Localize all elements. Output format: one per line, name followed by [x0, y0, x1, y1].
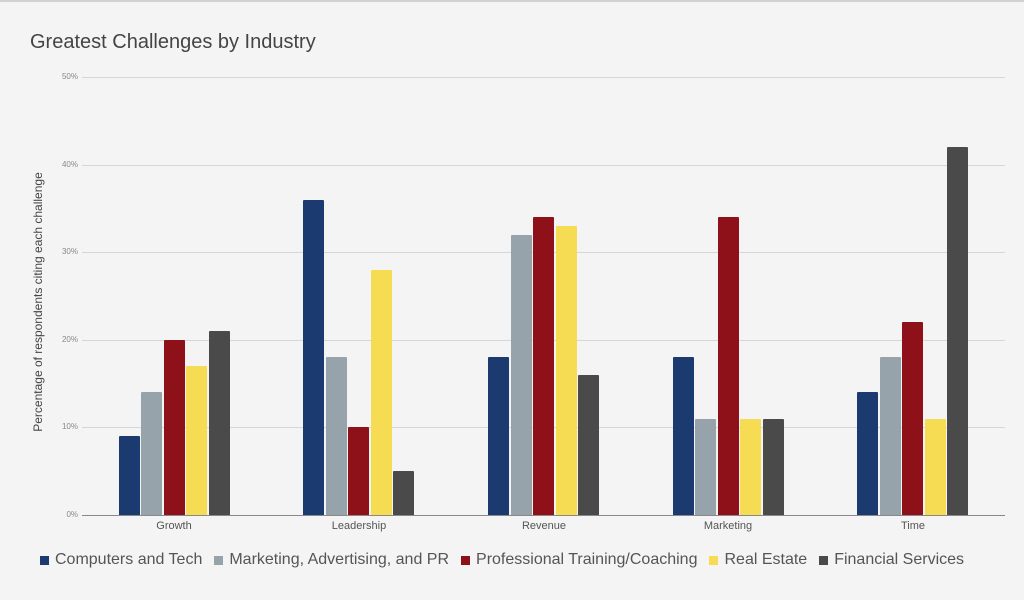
chart-title: Greatest Challenges by Industry — [30, 31, 316, 53]
legend-label: Professional Training/Coaching — [476, 551, 698, 568]
bar[interactable] — [902, 322, 923, 515]
legend-item[interactable]: Real Estate — [709, 551, 807, 569]
bar[interactable] — [488, 357, 509, 515]
bar[interactable] — [925, 419, 946, 515]
y-tick-label: 0% — [66, 510, 78, 519]
bar[interactable] — [348, 427, 369, 515]
y-tick-label: 40% — [61, 160, 78, 169]
legend-swatch-icon — [461, 555, 471, 565]
bar[interactable] — [880, 357, 901, 515]
gridline — [82, 165, 1005, 166]
bar[interactable] — [763, 419, 784, 515]
y-axis-label: Percentage of respondents citing each ch… — [31, 172, 45, 432]
bar[interactable] — [119, 436, 140, 515]
bar[interactable] — [740, 419, 761, 515]
bar[interactable] — [857, 392, 878, 515]
bar[interactable] — [303, 200, 324, 515]
legend-swatch-icon — [819, 555, 829, 565]
bar[interactable] — [326, 357, 347, 515]
legend-label: Marketing, Advertising, and PR — [229, 551, 450, 568]
legend-item[interactable]: Marketing, Advertising, and PR — [214, 551, 449, 569]
gridline — [82, 77, 1005, 78]
bar[interactable] — [718, 217, 739, 515]
bar[interactable] — [393, 471, 414, 515]
gridline — [82, 515, 1005, 516]
bar[interactable] — [141, 392, 162, 515]
legend-swatch-icon — [40, 555, 49, 565]
y-tick-label: 50% — [61, 72, 78, 81]
x-tick-label: Marketing — [703, 520, 753, 532]
bar[interactable] — [371, 270, 392, 515]
bar[interactable] — [673, 357, 694, 515]
bar[interactable] — [186, 366, 207, 515]
y-tick-label: 30% — [61, 247, 78, 256]
x-tick-label: Leadership — [331, 520, 387, 532]
legend-swatch-icon — [709, 555, 719, 565]
bar[interactable] — [578, 375, 599, 515]
y-tick-label: 10% — [61, 422, 78, 431]
y-tick-label: 20% — [61, 335, 78, 344]
x-tick-label: Growth — [156, 520, 192, 532]
bar[interactable] — [947, 147, 968, 515]
x-tick-label: Time — [900, 520, 926, 532]
bar[interactable] — [511, 235, 532, 515]
legend-label: Computers and Tech — [55, 551, 203, 568]
legend: Computers and Tech Marketing, Advertising… — [40, 551, 976, 569]
legend-label: Real Estate — [724, 551, 808, 568]
legend-item[interactable]: Computers and Tech — [40, 551, 202, 569]
bar[interactable] — [695, 419, 716, 515]
bar[interactable] — [533, 217, 554, 515]
x-tick-label: Revenue — [521, 520, 567, 532]
bar[interactable] — [209, 331, 230, 515]
bar[interactable] — [164, 340, 185, 515]
legend-swatch-icon — [214, 555, 224, 565]
legend-label: Financial Services — [834, 551, 965, 568]
bar[interactable] — [556, 226, 577, 515]
legend-item[interactable]: Professional Training/Coaching — [461, 551, 697, 569]
legend-item[interactable]: Financial Services — [819, 551, 964, 569]
